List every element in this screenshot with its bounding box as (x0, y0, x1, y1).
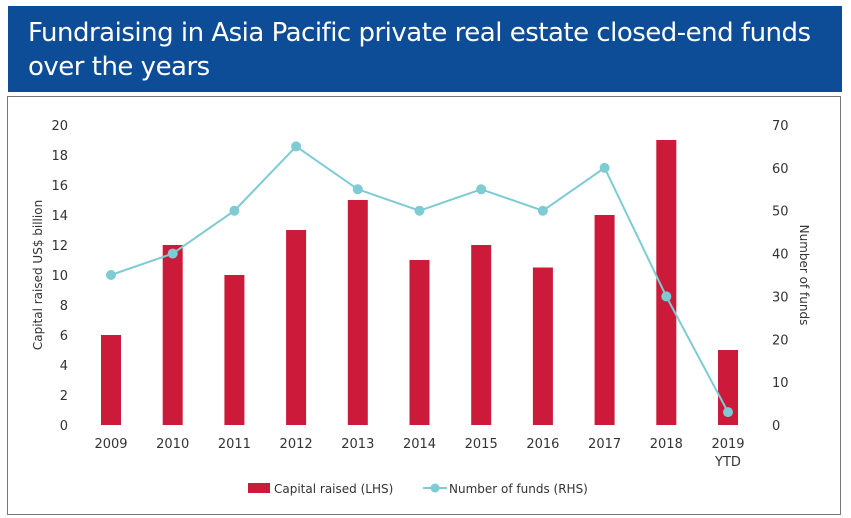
chart-title: Fundraising in Asia Pacific private real… (28, 18, 811, 82)
legend-label: Capital raised (LHS) (274, 482, 393, 496)
y-axis-label: Capital raised US$ billion (31, 200, 45, 350)
x-tick-label: 2012 (280, 437, 313, 452)
bar (532, 267, 553, 425)
y-tick-label: 20 (51, 119, 68, 134)
chart-title-banner: Fundraising in Asia Pacific private real… (8, 6, 842, 92)
funds-point (661, 291, 672, 302)
x-tick-label: 2014 (403, 437, 436, 452)
bar (286, 230, 307, 425)
y-tick-label: 12 (51, 239, 68, 254)
funds-point (476, 184, 487, 195)
y-tick-label: 18 (51, 149, 68, 164)
x-tick-label: 2016 (526, 437, 559, 452)
funds-point (599, 162, 610, 173)
y2-tick-label: 70 (772, 119, 789, 134)
x-tick-label: 2011 (218, 437, 251, 452)
bar (101, 335, 121, 425)
bar (471, 245, 492, 425)
bar (718, 350, 738, 425)
funds-point (414, 205, 425, 216)
y2-tick-label: 60 (772, 162, 789, 177)
x-tick-label: 2018 (650, 437, 683, 452)
y-tick-label: 10 (51, 269, 68, 284)
x-tick-label: 2019 (711, 437, 744, 452)
y-tick-label: 16 (51, 179, 68, 194)
y-tick-label: 6 (60, 329, 68, 344)
funds-point (723, 407, 733, 418)
funds-point (167, 248, 178, 259)
x-tick-label: 2017 (588, 437, 621, 452)
bar (162, 245, 183, 425)
x-tick-label: 2013 (341, 437, 374, 452)
legend-point-swatch (430, 483, 440, 493)
x-tick-label: 2010 (156, 437, 189, 452)
bar (347, 200, 368, 425)
legend-label: Number of funds (RHS) (449, 482, 588, 496)
bar (656, 140, 677, 425)
y2-tick-label: 50 (772, 205, 789, 220)
funds-point (537, 205, 548, 216)
chart-frame (7, 96, 841, 515)
y-tick-label: 14 (51, 209, 68, 224)
bar (594, 215, 615, 425)
y2-tick-label: 0 (772, 419, 780, 434)
funds-point (229, 205, 240, 216)
x-tick-label: 2009 (94, 437, 127, 452)
funds-point (291, 141, 302, 152)
x-tick-label: YTD (714, 455, 741, 470)
y-tick-label: 8 (60, 299, 68, 314)
y-tick-label: 2 (60, 389, 68, 404)
funds-point (352, 184, 363, 195)
y2-tick-label: 20 (772, 333, 789, 348)
y-tick-label: 0 (60, 419, 68, 434)
funds-point (106, 270, 116, 280)
y2-tick-label: 30 (772, 290, 789, 305)
y-tick-label: 4 (60, 359, 68, 374)
bar (409, 260, 430, 425)
legend-bar-swatch (248, 483, 270, 493)
x-tick-label: 2015 (465, 437, 498, 452)
bar (224, 275, 245, 425)
y2-tick-label: 10 (772, 376, 789, 391)
y2-axis-label: Number of funds (797, 225, 811, 326)
y2-tick-label: 40 (772, 248, 789, 263)
